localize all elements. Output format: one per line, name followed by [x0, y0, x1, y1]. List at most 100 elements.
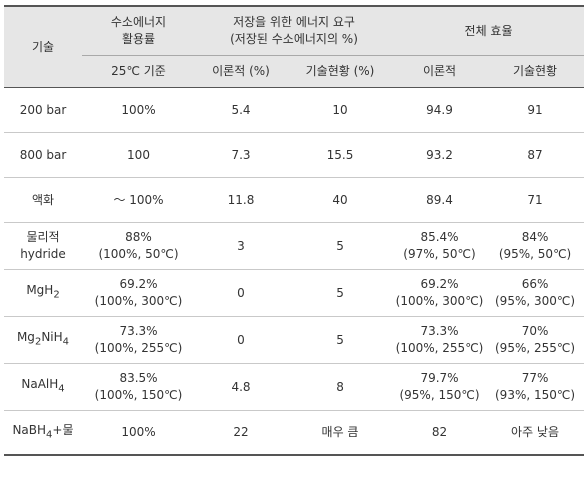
subheader-basis: 25℃ 기준: [82, 55, 195, 88]
cell-utilization-value: 69.2%: [119, 277, 158, 291]
subheader-theory-energy: 이론적 (%): [195, 55, 287, 88]
cell-efficiency-status-value: 77%: [521, 371, 549, 385]
table-row: 물리적 hydride 88% (100%, 50℃) 3 5 85.4% (9…: [4, 223, 585, 270]
cell-tech-line2: hydride: [20, 247, 66, 261]
cell-energy-theory: 22: [233, 425, 249, 439]
cell-tech: Mg2NiH4: [4, 317, 82, 364]
cell-tech-formula: MgH: [26, 283, 54, 298]
subheader-status-efficiency: 기술현황: [486, 55, 585, 88]
cell-utilization-value: 88%: [125, 230, 152, 244]
cell-energy-status: 40: [332, 192, 348, 207]
table-body: 200 bar 100% 5.4 10 94.9 91 800 bar 100 …: [4, 88, 585, 456]
table-row: MgH2 69.2% (100%, 300℃) 0 5 69.2% (100%,…: [4, 270, 585, 317]
cell-energy-status: 5: [336, 238, 344, 253]
cell-tech-subscript: 4: [46, 429, 53, 441]
header-storage-line1: 저장을 위한 에너지 요구: [233, 15, 355, 29]
cell-energy-theory: 11.8: [227, 192, 255, 207]
cell-efficiency-theory: 89.4: [426, 192, 453, 207]
header-storage-energy: 저장을 위한 에너지 요구 (저장된 수소에너지의 %): [195, 6, 394, 56]
cell-efficiency-status: 77% (93%, 150℃): [486, 364, 584, 411]
cell-efficiency-status-condition: (95%, 50℃): [498, 247, 572, 261]
cell-efficiency-theory: 79.7% (95%, 150℃): [393, 364, 486, 411]
cell-energy-theory: 4.8: [231, 379, 251, 394]
cell-energy-status: 5: [336, 332, 344, 347]
cell-tech-subscript: 4: [58, 383, 65, 395]
table-row: 액화 ～ 100% 11.8 40 89.4 71: [4, 178, 585, 223]
cell-efficiency-theory-condition: (95%, 150℃): [399, 388, 480, 402]
cell-efficiency-status: 91: [527, 102, 543, 117]
cell-energy-theory: 7.3: [231, 147, 251, 162]
cell-utilization: 88% (100%, 50℃): [82, 223, 195, 270]
cell-utilization: 83.5% (100%, 150℃): [82, 364, 195, 411]
cell-tech: 물리적 hydride: [4, 223, 82, 270]
cell-energy-theory: 0: [237, 332, 245, 347]
table-row: NaBH4+물 100% 22 매우 큼 82 아주 낮음: [4, 411, 585, 456]
cell-efficiency-status-value: 66%: [521, 277, 549, 291]
header-tech: 기술: [4, 6, 82, 88]
header-storage-line2: (저장된 수소에너지의 %): [230, 32, 358, 46]
table-header: 기술 수소에너지 활용률 저장을 위한 에너지 요구 (저장된 수소에너지의 %…: [4, 6, 585, 88]
cell-efficiency-status-value: 70%: [521, 324, 549, 338]
cell-utilization: 100%: [121, 102, 156, 117]
cell-tech-subscript-b: 4: [62, 336, 70, 348]
table-row: Mg2NiH4 73.3% (100%, 255℃) 0 5 73.3% (10…: [4, 317, 585, 364]
cell-energy-status: 매우 큼: [321, 425, 359, 439]
cell-tech-formula-a: Mg: [16, 330, 35, 345]
cell-utilization: 100: [127, 147, 150, 162]
table-row: NaAlH4 83.5% (100%, 150℃) 4.8 8 79.7% (9…: [4, 364, 585, 411]
cell-efficiency-theory-value: 73.3%: [420, 324, 459, 338]
cell-efficiency-theory: 93.2: [426, 147, 453, 162]
cell-efficiency-status: 84% (95%, 50℃): [486, 223, 584, 270]
cell-tech-subscript: 2: [53, 289, 60, 301]
header-row-2: 25℃ 기준 이론적 (%) 기술현황 (%) 이론적 기술현황: [4, 55, 585, 88]
header-row-1: 기술 수소에너지 활용률 저장을 위한 에너지 요구 (저장된 수소에너지의 %…: [4, 6, 585, 88]
cell-tech: 800 bar: [19, 147, 67, 162]
cell-efficiency-theory: 73.3% (100%, 255℃): [393, 317, 486, 364]
cell-utilization-condition: (100%, 255℃): [94, 341, 183, 355]
cell-utilization-value: 83.5%: [119, 371, 158, 385]
header-utilization-line1: 수소에너지: [110, 15, 167, 29]
cell-efficiency-status: 아주 낮음: [511, 425, 560, 439]
subheader-status-energy: 기술현황 (%): [287, 55, 394, 88]
cell-tech-formula: NaBH: [12, 422, 47, 437]
cell-efficiency-theory-condition: (100%, 255℃): [395, 341, 484, 355]
cell-utilization: 100%: [121, 425, 156, 439]
header-efficiency: 전체 효율: [393, 6, 585, 56]
cell-efficiency-theory-value: 79.7%: [420, 371, 459, 385]
cell-tech-suffix: +물: [52, 422, 74, 437]
table-row: 800 bar 100 7.3 15.5 93.2 87: [4, 133, 585, 178]
cell-utilization-condition: (100%, 150℃): [94, 388, 183, 402]
cell-utilization: 73.3% (100%, 255℃): [82, 317, 195, 364]
cell-efficiency-theory-condition: (97%, 50℃): [403, 247, 476, 261]
cell-efficiency-status-value: 84%: [521, 230, 549, 244]
cell-efficiency-status-condition: (95%, 255℃): [495, 341, 576, 355]
cell-tech-formula-b: NiH: [41, 330, 63, 345]
cell-efficiency-status-condition: (93%, 150℃): [495, 388, 576, 402]
subheader-theory-efficiency: 이론적: [393, 55, 487, 88]
cell-efficiency-status: 66% (95%, 300℃): [486, 270, 584, 317]
cell-energy-theory: 0: [237, 285, 245, 300]
cell-efficiency-status-condition: (95%, 300℃): [495, 294, 576, 308]
cell-utilization: 69.2% (100%, 300℃): [82, 270, 195, 317]
cell-energy-status: 10: [332, 102, 348, 117]
table-row: 200 bar 100% 5.4 10 94.9 91: [4, 88, 585, 133]
cell-efficiency-status: 87: [527, 147, 543, 162]
cell-utilization-value: 73.3%: [119, 324, 158, 338]
header-utilization-line2: 활용률: [121, 32, 156, 46]
cell-efficiency-theory: 69.2% (100%, 300℃): [393, 270, 486, 317]
hydrogen-storage-table: 기술 수소에너지 활용률 저장을 위한 에너지 요구 (저장된 수소에너지의 %…: [4, 5, 585, 456]
cell-energy-theory: 3: [237, 238, 245, 253]
cell-efficiency-theory: 85.4% (97%, 50℃): [393, 223, 486, 270]
header-utilization: 수소에너지 활용률: [82, 6, 195, 56]
cell-energy-status: 15.5: [326, 147, 354, 162]
cell-energy-theory: 5.4: [231, 102, 251, 117]
cell-tech: 200 bar: [19, 102, 67, 117]
cell-tech: 액화: [31, 192, 55, 207]
cell-efficiency-theory-condition: (100%, 300℃): [395, 294, 484, 308]
cell-efficiency-theory: 82: [431, 425, 448, 439]
cell-utilization-condition: (100%, 300℃): [94, 294, 183, 308]
cell-tech: NaBH4+물: [4, 411, 82, 456]
cell-tech-subscript-a: 2: [34, 336, 42, 348]
cell-efficiency-theory-value: 85.4%: [420, 230, 459, 244]
cell-utilization-condition: (100%, 50℃): [98, 247, 179, 261]
